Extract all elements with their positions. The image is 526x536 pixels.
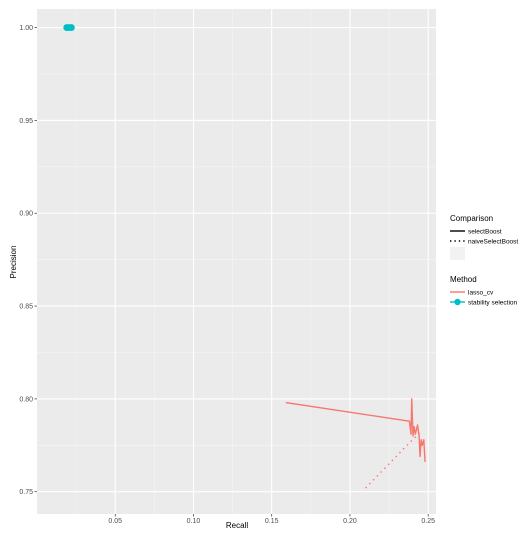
lasso-cv-naiveselectboost-line <box>365 431 421 489</box>
grid-major <box>37 9 436 514</box>
legend-label: selectBoost <box>468 228 502 235</box>
lasso-cv-selectboost-line <box>285 398 426 463</box>
grid-minor <box>37 9 436 514</box>
legend-label: lasso_cv <box>468 289 494 296</box>
x-tick-label: 0.20 <box>343 518 357 525</box>
y-tick-label: 1.00 <box>19 25 33 32</box>
legend: Comparison selectBoost naiveSelectBoost Met… <box>450 214 518 306</box>
x-tick-label: 0.10 <box>187 518 201 525</box>
legend-title: Comparison <box>450 214 493 223</box>
y-tick-label: 0.90 <box>19 211 33 218</box>
x-tick-label: 0.25 <box>421 518 435 525</box>
legend-label: naiveSelectBoost <box>468 238 518 245</box>
y-tick-label: 0.85 <box>19 303 33 310</box>
x-tick-label: 0.15 <box>265 518 279 525</box>
legend-title: Method <box>450 275 477 284</box>
x-axis-title: Recall <box>226 521 248 530</box>
y-axis-title: Precision <box>9 246 18 279</box>
panel-background <box>37 9 436 514</box>
x-tick-label: 0.05 <box>108 518 122 525</box>
legend-key-point <box>454 298 461 306</box>
series-layer <box>63 24 426 489</box>
legend-key-blank <box>450 247 465 260</box>
y-tick-label: 0.80 <box>19 396 33 403</box>
stability-selection-selectboost-point <box>68 24 75 31</box>
legend-label: stability selection <box>468 299 518 306</box>
y-tick-label: 0.95 <box>19 118 33 125</box>
y-tick-label: 0.75 <box>19 489 33 496</box>
y-axis-ticks: 0.75 0.80 0.85 0.90 0.95 1.00 <box>19 25 37 496</box>
x-axis-ticks: 0.05 0.10 0.15 0.20 0.25 <box>108 514 435 525</box>
